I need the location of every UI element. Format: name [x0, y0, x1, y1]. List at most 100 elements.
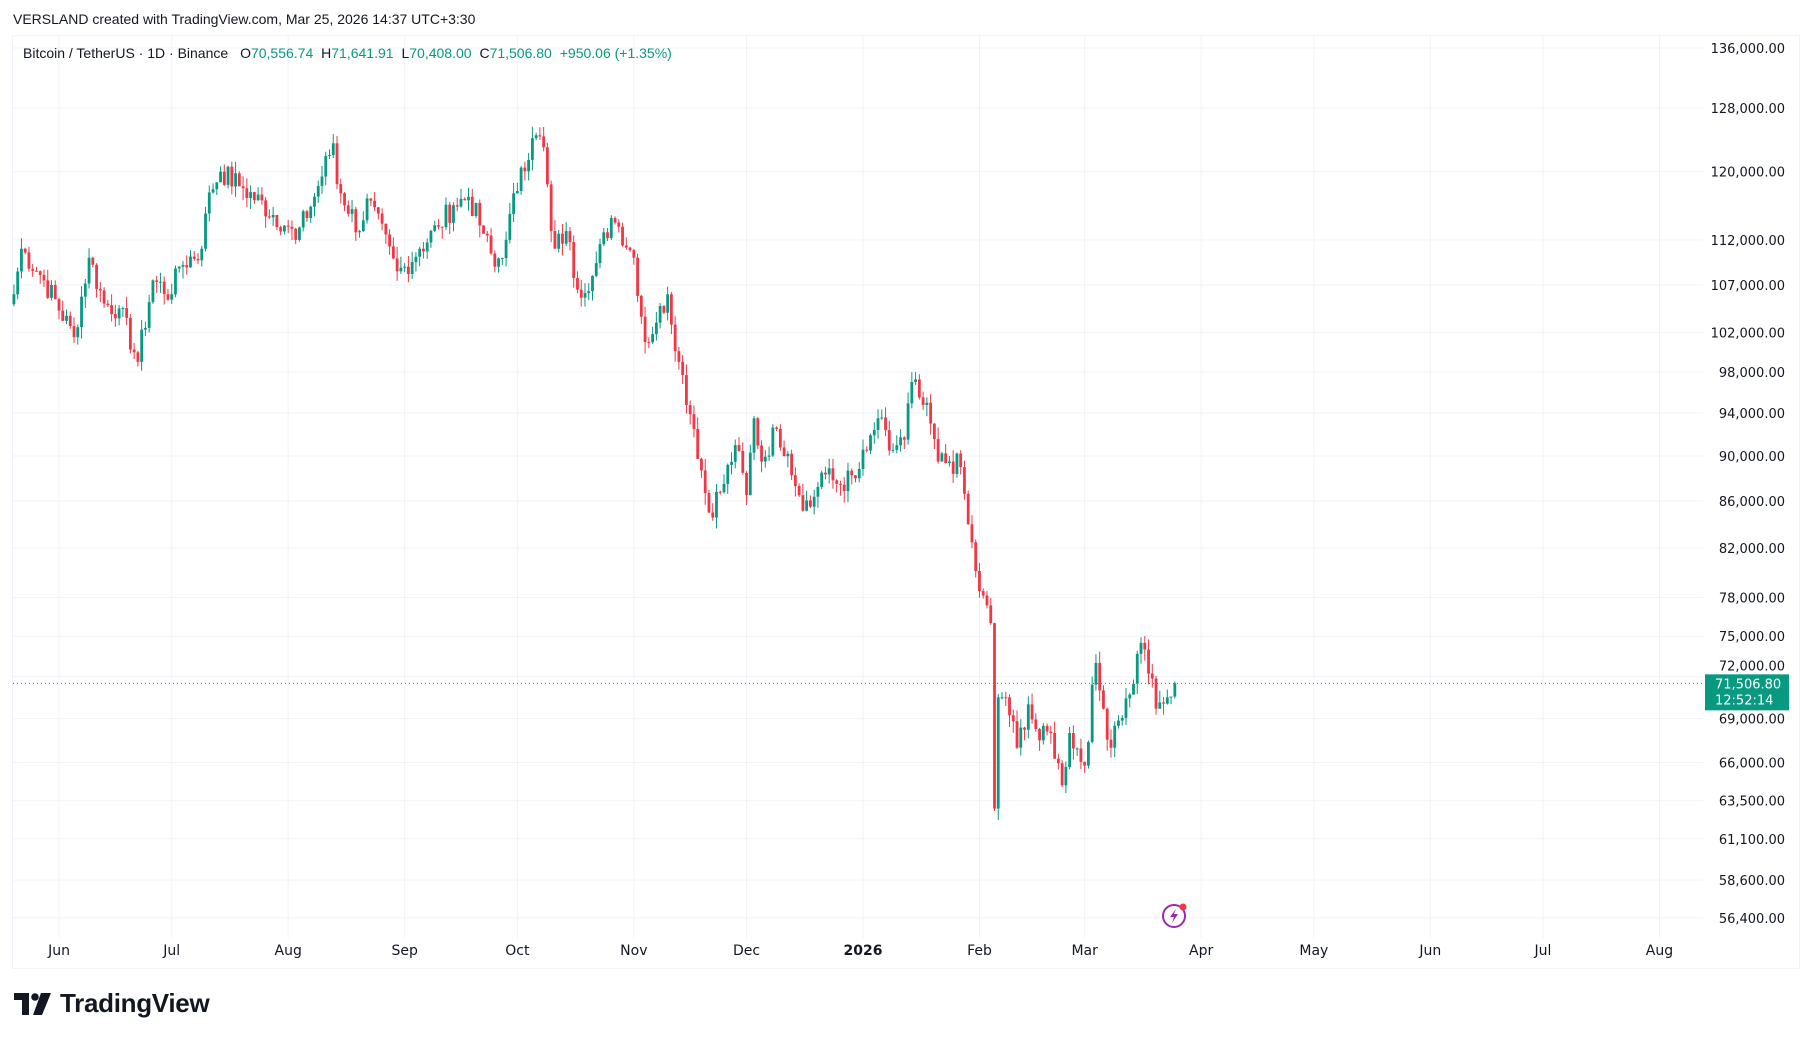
candle-body: [951, 461, 955, 474]
candle-body: [1071, 733, 1075, 749]
candle-body: [1173, 683, 1177, 697]
price-tick-label: 72,000.00: [1719, 659, 1785, 674]
candle-body: [35, 270, 38, 272]
candle-body: [827, 468, 831, 475]
candle-body: [974, 542, 978, 571]
candle-body: [549, 184, 553, 232]
candle: [166, 288, 170, 301]
candle: [718, 490, 722, 495]
candle-body: [809, 500, 812, 507]
candle: [497, 257, 500, 273]
candle-body: [936, 439, 940, 462]
lightning-bolt-icon[interactable]: [1160, 900, 1190, 935]
price-tick-label: 98,000.00: [1719, 366, 1785, 381]
candle: [204, 206, 207, 252]
candle-body: [857, 468, 861, 479]
candle: [854, 475, 857, 483]
candle: [159, 272, 162, 293]
candle-body: [343, 193, 346, 206]
candle: [1038, 727, 1041, 751]
candle-body: [583, 293, 587, 298]
candle-body: [346, 205, 350, 214]
candle-body: [320, 176, 324, 186]
candle: [576, 271, 579, 294]
symbol-title[interactable]: Bitcoin / TetherUS · 1D · Binance: [23, 45, 229, 61]
candle: [27, 246, 31, 272]
candle: [993, 622, 996, 812]
candle-body: [245, 188, 249, 198]
candle: [850, 468, 854, 485]
candle-body: [301, 211, 305, 228]
candle-body: [880, 417, 884, 419]
candle-body: [797, 486, 801, 496]
change-value: +950.06 (+1.35%): [559, 45, 672, 61]
price-tick-label: 112,000.00: [1711, 234, 1785, 249]
candle-body: [760, 445, 763, 462]
candle: [222, 164, 226, 187]
candle: [313, 193, 316, 217]
candle: [801, 483, 805, 512]
candle: [572, 235, 576, 288]
candle-body: [12, 294, 16, 305]
candle: [966, 490, 970, 525]
candle: [42, 269, 46, 287]
candle-body: [444, 204, 448, 228]
candle: [963, 460, 966, 500]
chart-frame: [12, 35, 1800, 969]
candle: [786, 451, 790, 468]
candle: [361, 211, 365, 232]
candle: [707, 489, 711, 514]
candle: [696, 417, 700, 459]
candle-body: [328, 154, 331, 156]
candle-body: [609, 218, 613, 239]
candle: [700, 457, 703, 478]
candle: [482, 225, 485, 235]
candle-body: [985, 595, 989, 606]
candle-body: [170, 294, 174, 300]
candle: [1102, 685, 1105, 710]
candle: [557, 230, 561, 253]
candle: [523, 161, 527, 181]
candle: [568, 227, 572, 251]
candle: [102, 287, 106, 308]
candle-body: [730, 461, 733, 465]
price-tick-label: 75,000.00: [1719, 630, 1785, 645]
candle-body: [1109, 739, 1113, 748]
candle-body: [824, 472, 827, 475]
price-tick-label: 86,000.00: [1719, 495, 1785, 510]
candle-body: [921, 397, 925, 405]
candle: [76, 324, 80, 345]
candle-body: [978, 570, 981, 592]
candle-body: [955, 453, 959, 474]
candle-body: [1162, 702, 1165, 704]
candle: [948, 455, 951, 467]
candle: [654, 311, 658, 341]
candle-body: [523, 167, 527, 172]
candle-body: [1124, 698, 1128, 718]
candle: [865, 446, 869, 453]
candle-body: [1165, 697, 1169, 704]
tradingview-logo[interactable]: TradingView: [14, 988, 210, 1019]
candle: [662, 305, 666, 315]
candle: [1135, 650, 1139, 694]
candle-body: [914, 379, 917, 382]
candle-body: [568, 231, 572, 243]
candle: [989, 598, 993, 625]
candle: [343, 192, 346, 212]
candle: [350, 199, 354, 223]
candle-body: [790, 453, 794, 476]
candle: [320, 166, 324, 194]
candle: [842, 477, 846, 503]
candle-body: [587, 291, 591, 294]
candle-body: [53, 284, 57, 300]
candle: [286, 219, 290, 234]
candle: [504, 231, 508, 267]
candle-body: [718, 491, 722, 493]
candle-body: [891, 449, 895, 451]
candle-body: [313, 196, 316, 207]
candle: [395, 247, 399, 281]
candle-body: [1154, 678, 1158, 709]
candle: [666, 286, 670, 321]
candle: [613, 216, 617, 225]
